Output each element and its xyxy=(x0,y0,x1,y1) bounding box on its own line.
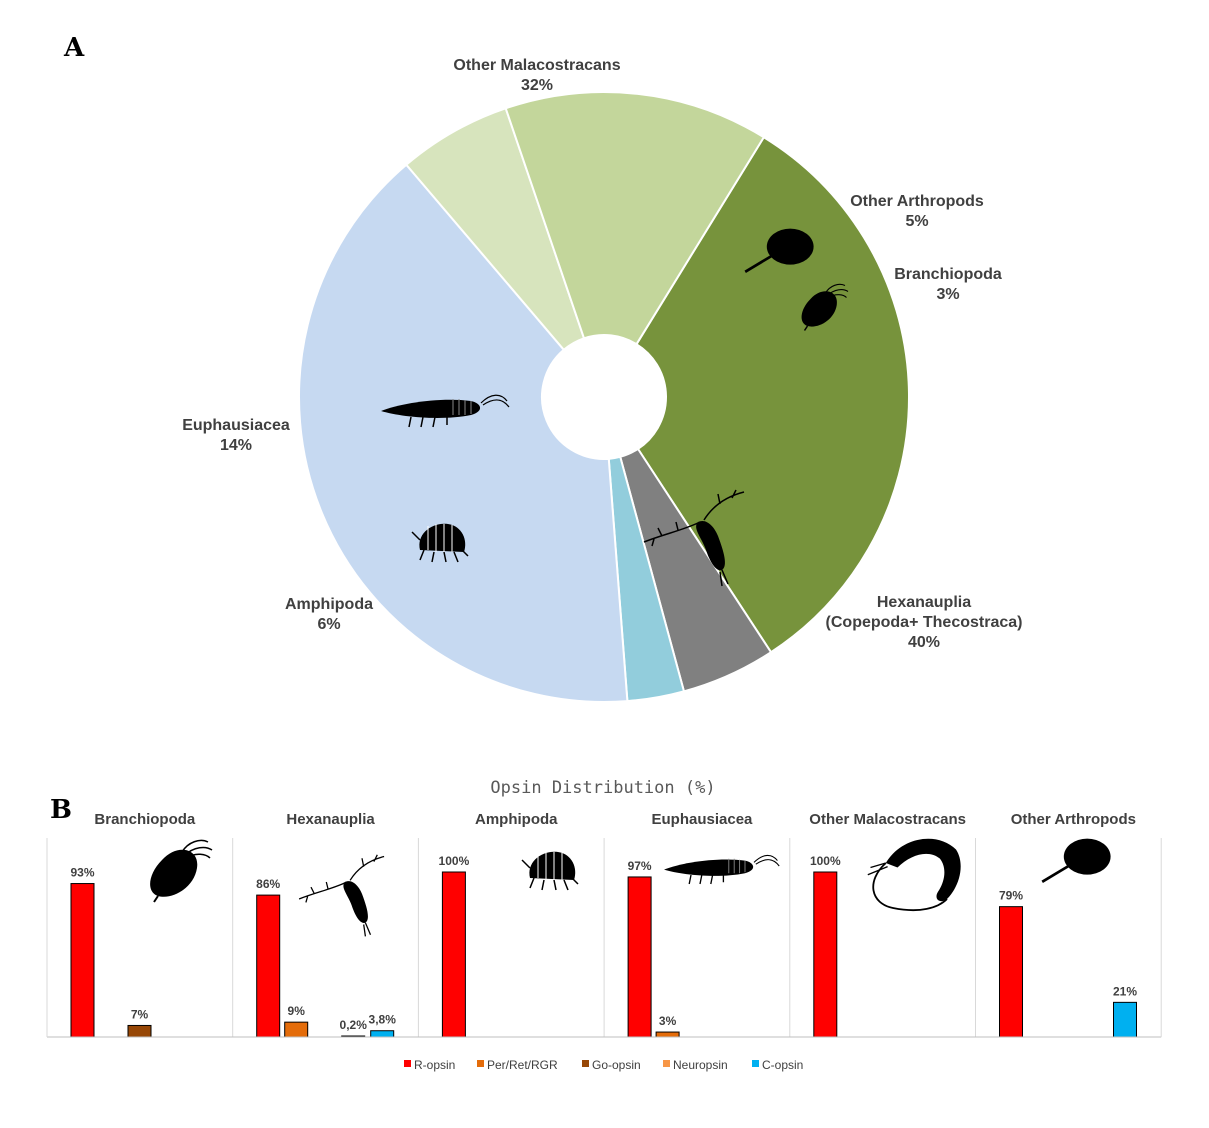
copepod-icon xyxy=(298,854,385,938)
bar xyxy=(70,883,95,1038)
bar xyxy=(813,871,838,1038)
legend-swatch xyxy=(477,1060,484,1067)
shrimp-icon xyxy=(866,837,962,912)
bar-value-label: 3% xyxy=(659,1014,677,1028)
pie-label-4-line-1: Hexanauplia xyxy=(877,594,971,611)
bar xyxy=(999,906,1023,1038)
legend-swatch xyxy=(404,1060,411,1067)
donut-chart: Other Malacostracans 32% Other Arthropods 5… xyxy=(182,57,1023,703)
bar-value-label: 100% xyxy=(810,854,841,868)
pie-label-4-line-2: (Copepoda+ Thecostraca) xyxy=(826,614,1023,631)
pie-value-label-1: 32% xyxy=(521,77,553,94)
panel-a-label: A xyxy=(63,33,85,63)
legend-label: R-opsin xyxy=(414,1058,455,1072)
pie-value-label-6: 14% xyxy=(220,437,252,454)
legend-item: R-opsin xyxy=(404,1058,455,1072)
bar-panel-4: Euphausiacea 97% 3% xyxy=(603,811,780,1038)
bar-value-label: 100% xyxy=(439,854,470,868)
bar-panel-2: Hexanauplia 86% 9% 0,2% 3,8% xyxy=(232,811,397,1038)
legend-label: Neuropsin xyxy=(673,1058,728,1072)
pie-slice-6 xyxy=(504,91,766,346)
bar-panel-title: Other Malacostracans xyxy=(809,811,966,828)
legend-item: Neuropsin xyxy=(663,1058,728,1072)
pie-label-3-line-1: Branchiopoda xyxy=(894,266,1002,283)
pie-label-1-line-1: Other Malacostracans xyxy=(453,57,620,74)
pie-value-label-4: 40% xyxy=(908,634,940,651)
bar-value-label: 3,8% xyxy=(369,1013,397,1027)
bar xyxy=(627,876,652,1038)
bar xyxy=(370,1030,395,1038)
bar-value-label: 9% xyxy=(288,1004,306,1018)
bar-panel-title: Euphausiacea xyxy=(652,811,754,828)
bar-panel-3: Amphipoda 100% xyxy=(417,811,579,1038)
legend-label: Per/Ret/RGR xyxy=(487,1058,558,1072)
pie-label-6-line-1: Euphausiacea xyxy=(182,417,290,434)
legend-swatch xyxy=(752,1060,759,1067)
bar-value-label: 93% xyxy=(70,866,94,880)
pie-value-label-3: 3% xyxy=(936,286,959,303)
bar-panel-title: Amphipoda xyxy=(475,811,558,828)
bar-chart-title: Opsin Distribution (%) xyxy=(490,778,715,798)
bar-value-label: 0,2% xyxy=(340,1018,368,1032)
legend-swatch xyxy=(582,1060,589,1067)
pie-value-label-2: 5% xyxy=(905,213,928,230)
krill-icon xyxy=(663,854,780,885)
pie-value-label-5: 6% xyxy=(317,616,340,633)
bar xyxy=(256,894,281,1038)
horseshoe-crab-icon xyxy=(1040,837,1112,884)
bar-panel-title: Branchiopoda xyxy=(94,811,195,828)
legend-label: C-opsin xyxy=(762,1058,803,1072)
legend: R-opsin Per/Ret/RGR Go-opsin Neuropsin C-ops… xyxy=(404,1058,803,1072)
legend-label: Go-opsin xyxy=(592,1058,641,1072)
grouped-bar-chart: Branchiopoda 93% 7% Hexanauplia 86% 9% 0,2% 3,8… xyxy=(46,811,1162,1038)
bar-value-label: 21% xyxy=(1113,984,1137,998)
bar-value-label: 79% xyxy=(999,889,1023,903)
bar-panel-6: Other Arthropods 79% 21% xyxy=(975,811,1137,1038)
legend-swatch xyxy=(663,1060,670,1067)
bar-value-label: 86% xyxy=(256,877,280,891)
bar-value-label: 97% xyxy=(628,859,652,873)
panel-b-label: B xyxy=(50,795,72,825)
bar-panel-title: Hexanauplia xyxy=(286,811,375,828)
legend-item: Per/Ret/RGR xyxy=(477,1058,558,1072)
legend-item: Go-opsin xyxy=(582,1058,641,1072)
bar xyxy=(441,871,466,1038)
bar xyxy=(655,1031,680,1038)
bar-panel-5: Other Malacostracans 100% xyxy=(789,811,966,1038)
bar xyxy=(284,1021,309,1038)
bar xyxy=(1113,1001,1137,1038)
amphipod-icon xyxy=(521,851,579,891)
bar xyxy=(127,1024,152,1038)
bar-panel-1: Branchiopoda 93% 7% xyxy=(70,811,213,1038)
pie-slice-4 xyxy=(298,163,629,703)
bar-panel-title: Other Arthropods xyxy=(1011,811,1136,828)
bar-value-label: 7% xyxy=(131,1007,149,1021)
pie-label-5-line-1: Amphipoda xyxy=(285,596,373,613)
pie-label-2-line-1: Other Arthropods xyxy=(850,193,984,210)
daphnia-icon xyxy=(149,839,213,903)
legend-item: C-opsin xyxy=(752,1058,803,1072)
